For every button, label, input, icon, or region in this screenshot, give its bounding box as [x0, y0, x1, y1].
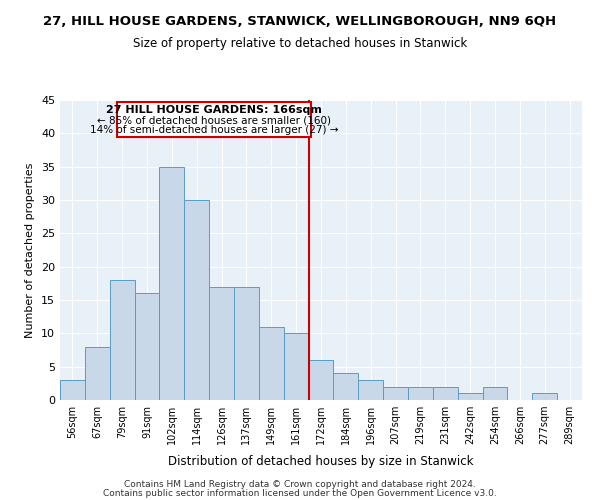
Bar [85, 346, 110, 400]
Bar [284, 334, 308, 400]
Bar [358, 380, 383, 400]
Bar [482, 386, 508, 400]
X-axis label: Distribution of detached houses by size in Stanwick: Distribution of detached houses by size … [168, 456, 474, 468]
Text: Contains HM Land Registry data © Crown copyright and database right 2024.: Contains HM Land Registry data © Crown c… [124, 480, 476, 489]
Bar [408, 386, 433, 400]
Bar [259, 326, 284, 400]
Text: 27, HILL HOUSE GARDENS, STANWICK, WELLINGBOROUGH, NN9 6QH: 27, HILL HOUSE GARDENS, STANWICK, WELLIN… [43, 15, 557, 28]
Text: 27 HILL HOUSE GARDENS: 166sqm: 27 HILL HOUSE GARDENS: 166sqm [106, 106, 322, 116]
Bar [433, 386, 458, 400]
Y-axis label: Number of detached properties: Number of detached properties [25, 162, 35, 338]
Text: Size of property relative to detached houses in Stanwick: Size of property relative to detached ho… [133, 38, 467, 51]
Bar [334, 374, 358, 400]
Bar [60, 380, 85, 400]
Text: Contains public sector information licensed under the Open Government Licence v3: Contains public sector information licen… [103, 489, 497, 498]
Bar [160, 166, 184, 400]
Text: 14% of semi-detached houses are larger (27) →: 14% of semi-detached houses are larger (… [90, 126, 338, 136]
Bar [134, 294, 160, 400]
Bar [209, 286, 234, 400]
Text: ← 85% of detached houses are smaller (160): ← 85% of detached houses are smaller (16… [97, 116, 331, 126]
Bar [184, 200, 209, 400]
FancyBboxPatch shape [117, 102, 311, 136]
Bar [532, 394, 557, 400]
Bar [308, 360, 334, 400]
Bar [234, 286, 259, 400]
Bar [110, 280, 134, 400]
Bar [458, 394, 482, 400]
Bar [383, 386, 408, 400]
